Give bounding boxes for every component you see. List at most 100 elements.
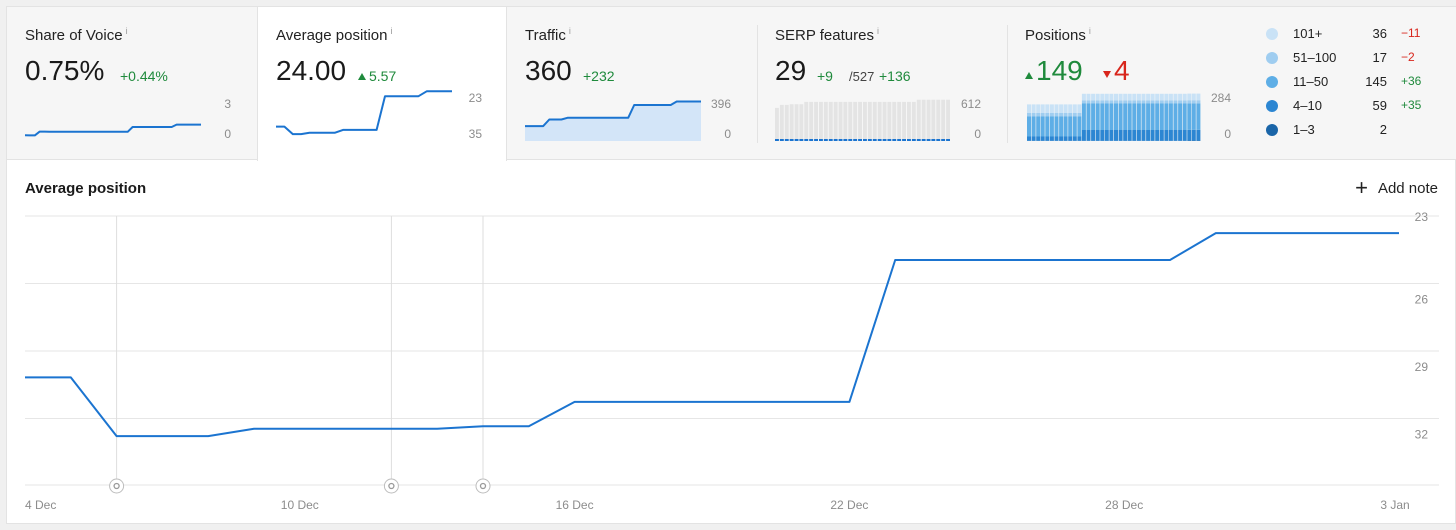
bar: [789, 104, 794, 141]
bar-segment: [1150, 100, 1155, 104]
legend-dot-icon: [1266, 76, 1278, 88]
bar-feature: [936, 139, 941, 141]
legend-count: 59: [1372, 98, 1387, 113]
bar: [877, 101, 882, 141]
axis-label-top: 396: [710, 97, 731, 111]
bar-feature: [902, 139, 906, 141]
bar-segment: [1086, 130, 1091, 141]
bar-feature: [867, 139, 872, 141]
bar: [814, 101, 818, 141]
bar-segment: [1173, 103, 1178, 130]
info-icon[interactable]: i: [876, 26, 879, 36]
bar-segment: [1127, 130, 1132, 141]
bar-feature: [804, 139, 809, 141]
bar-segment: [1040, 113, 1045, 117]
bar-segment: [1118, 100, 1123, 104]
legend-delta: +36: [1401, 74, 1422, 88]
bar-segment: [1104, 100, 1109, 104]
bar-segment: [1054, 104, 1059, 113]
bar-segment: [1123, 93, 1128, 101]
card-title: Positions i: [1025, 26, 1091, 44]
series-line: [25, 232, 1399, 438]
legend-row[interactable]: 11–50 145 +36: [1265, 73, 1455, 93]
bar-segment: [1182, 93, 1187, 101]
bar: [902, 101, 906, 141]
y-tick-label: 29: [1415, 360, 1429, 374]
series-line: [276, 90, 452, 136]
area-fill: [525, 101, 701, 141]
bar-segment: [1191, 93, 1196, 101]
bar-segment: [1063, 113, 1068, 117]
bar-segment: [1081, 103, 1086, 130]
bar-segment: [1191, 129, 1196, 141]
bar-segment: [1049, 104, 1054, 113]
bar-segment: [1095, 100, 1100, 104]
bar: [936, 99, 941, 141]
bar-segment: [1123, 103, 1128, 130]
legend-dot-icon: [1266, 124, 1278, 136]
bar-segment: [1173, 93, 1178, 101]
legend-row[interactable]: 51–100 17 −2: [1265, 49, 1455, 69]
x-tick-label: 10 Dec: [281, 498, 319, 512]
card-average-position[interactable]: Average position i 24.00 5.57 23 35: [257, 7, 507, 161]
card-positions[interactable]: Positions i 149 4 284 0: [1007, 7, 1257, 160]
legend-name: 1–3: [1293, 122, 1315, 137]
bar-feature: [799, 139, 804, 141]
bar-segment: [1173, 100, 1178, 104]
bar-segment: [1036, 104, 1041, 113]
bar-segment: [1141, 100, 1146, 104]
bar-feature: [828, 139, 833, 141]
bar-segment: [1036, 116, 1041, 137]
bar-segment: [1155, 93, 1160, 101]
bar-segment: [1091, 103, 1096, 130]
gear-icon-hub: [388, 482, 395, 490]
bar: [941, 99, 946, 141]
plus-icon: +: [1355, 175, 1368, 200]
legend-row[interactable]: 1–3 2: [1265, 121, 1455, 141]
bar-segment: [1063, 104, 1068, 113]
card-traffic[interactable]: Traffic i 360 +232 396 0: [507, 7, 757, 160]
series-line: [24, 123, 201, 137]
bar-segment: [1182, 103, 1187, 130]
bar-segment: [1049, 116, 1054, 137]
bar-segment: [1104, 130, 1109, 141]
bar-segment: [1136, 130, 1141, 141]
card-share-of-voice[interactable]: Share of Voice i 0.75% +0.44% 3 0: [7, 7, 257, 160]
bar-feature: [833, 139, 838, 141]
bar-segment: [1118, 103, 1123, 130]
bar-segment: [1191, 100, 1196, 104]
bar-segment: [1077, 113, 1082, 117]
bar-segment: [1182, 100, 1187, 104]
info-icon[interactable]: i: [125, 26, 128, 36]
legend-row[interactable]: 4–10 59 +35: [1265, 97, 1455, 117]
add-note-button[interactable]: + Add note: [1355, 175, 1438, 200]
bar-segment: [1068, 136, 1073, 141]
axis-label-top: 284: [1210, 91, 1231, 105]
bar-feature: [872, 139, 877, 141]
x-tick-label: 4 Dec: [25, 498, 56, 512]
bar-segment: [1068, 116, 1073, 137]
bar-segment: [1196, 100, 1201, 104]
axis-label-top: 23: [468, 91, 482, 105]
info-icon[interactable]: i: [1088, 26, 1091, 36]
axis-label-bottom: 35: [468, 127, 482, 141]
bar-segment: [1049, 113, 1054, 117]
bar-segment: [1086, 93, 1091, 101]
info-icon[interactable]: i: [390, 26, 393, 36]
card-serp-features[interactable]: SERP features i 29 +9 /527 +136 612 0: [757, 7, 1007, 160]
info-icon[interactable]: i: [568, 26, 571, 36]
bar: [809, 101, 814, 141]
add-note-label: Add note: [1377, 179, 1438, 197]
bars-positions: [1027, 93, 1201, 141]
bar-segment: [1123, 130, 1128, 141]
bar-segment: [1164, 93, 1169, 101]
bar-segment: [1191, 103, 1196, 130]
bar-segment: [1095, 103, 1100, 130]
gear-icon-hub: [113, 482, 120, 490]
legend-row[interactable]: 101+ 36 −11: [1265, 25, 1455, 45]
bar-segment: [1155, 103, 1160, 130]
bar-segment: [1127, 103, 1132, 130]
bar: [858, 101, 862, 141]
card-divider: [1007, 25, 1008, 143]
bar-segment: [1040, 104, 1045, 113]
